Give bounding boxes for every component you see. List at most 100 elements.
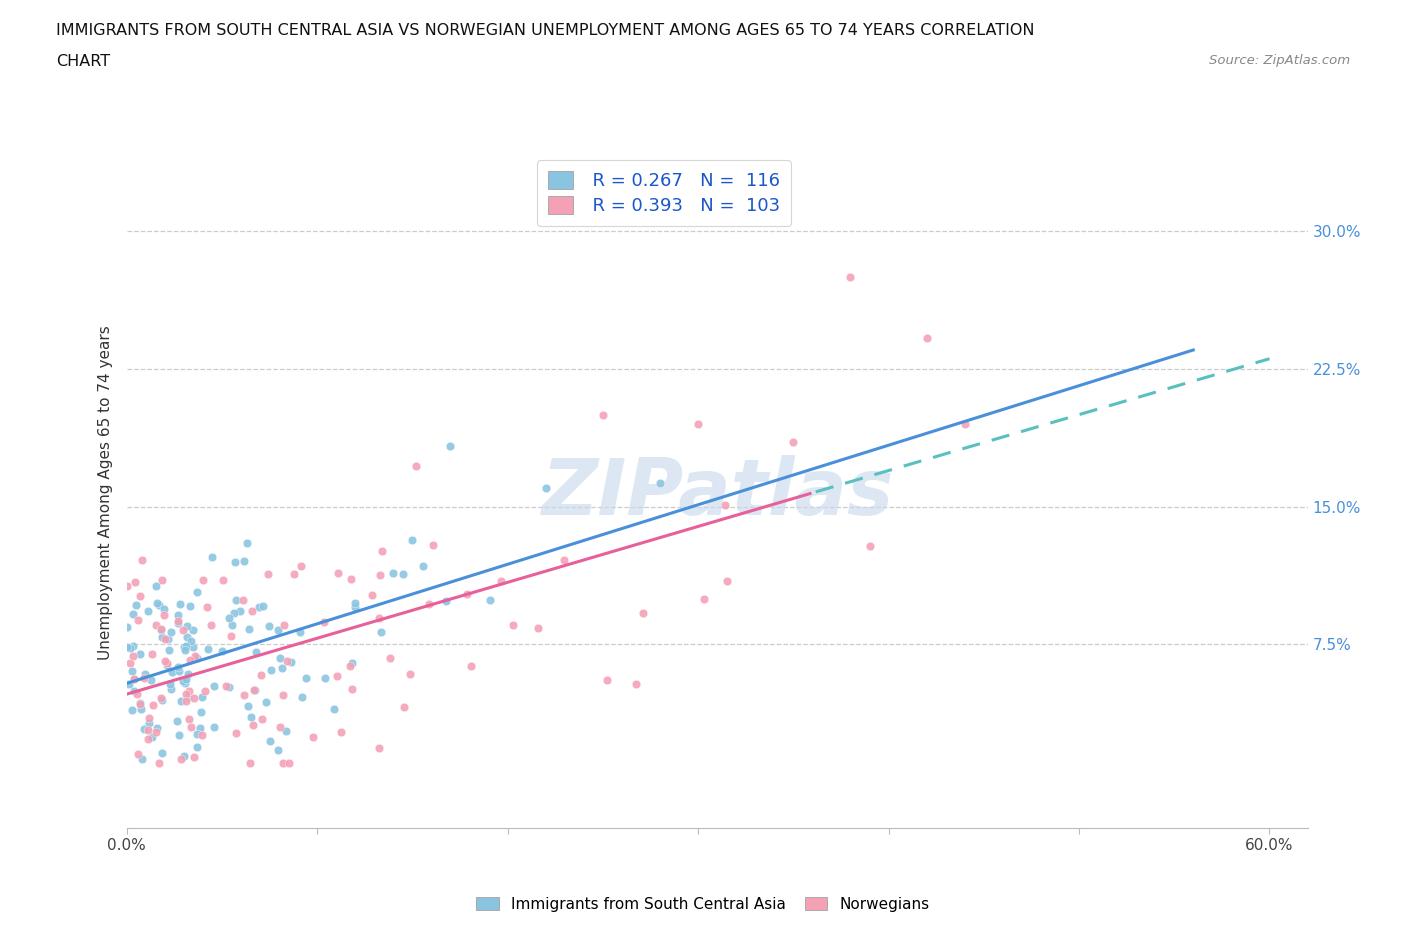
Point — [156, 656, 179, 671]
Point — [132, 721, 155, 736]
Legend: Immigrants from South Central Asia, Norwegians: Immigrants from South Central Asia, Norw… — [470, 890, 936, 918]
Point — [215, 679, 238, 694]
Point — [121, 702, 143, 717]
Point — [243, 683, 266, 698]
Point — [179, 599, 201, 614]
Point — [186, 727, 208, 742]
Point — [953, 417, 976, 432]
Point — [259, 734, 281, 749]
Point — [252, 599, 274, 614]
Point — [221, 618, 243, 632]
Point — [125, 598, 148, 613]
Point — [150, 693, 173, 708]
Point — [150, 630, 173, 644]
Point — [170, 693, 193, 708]
Point — [122, 606, 145, 621]
Point — [269, 651, 291, 666]
Point — [233, 553, 256, 568]
Point — [150, 622, 173, 637]
Point — [153, 607, 176, 622]
Point — [177, 711, 200, 726]
Point — [239, 710, 262, 724]
Point — [181, 640, 204, 655]
Point — [141, 729, 163, 744]
Point — [343, 596, 366, 611]
Point — [502, 618, 524, 632]
Point — [314, 615, 336, 630]
Point — [368, 611, 391, 626]
Point — [456, 586, 478, 601]
Point — [225, 592, 247, 607]
Point — [716, 574, 738, 589]
Point — [146, 720, 169, 735]
Point — [270, 660, 292, 675]
Text: ZIPatlas: ZIPatlas — [541, 455, 893, 531]
Point — [211, 644, 233, 658]
Point — [173, 749, 195, 764]
Point — [371, 543, 394, 558]
Point — [169, 597, 191, 612]
Point — [218, 680, 240, 695]
Point — [200, 618, 222, 632]
Point — [150, 573, 173, 588]
Point — [121, 649, 143, 664]
Point — [149, 691, 172, 706]
Point — [339, 571, 361, 586]
Point — [280, 655, 302, 670]
Point — [169, 728, 191, 743]
Text: IMMIGRANTS FROM SOUTH CENTRAL ASIA VS NORWEGIAN UNEMPLOYMENT AMONG AGES 65 TO 74: IMMIGRANTS FROM SOUTH CENTRAL ASIA VS NO… — [56, 23, 1035, 38]
Point — [202, 719, 225, 734]
Point — [197, 642, 219, 657]
Point — [159, 625, 181, 640]
Point — [134, 667, 156, 682]
Point — [128, 697, 150, 711]
Point — [131, 751, 153, 766]
Point — [136, 731, 159, 746]
Point — [239, 756, 262, 771]
Point — [149, 622, 172, 637]
Point — [157, 643, 180, 658]
Point — [295, 671, 318, 685]
Point — [176, 618, 198, 633]
Text: Source: ZipAtlas.com: Source: ZipAtlas.com — [1209, 54, 1350, 67]
Point — [489, 574, 512, 589]
Point — [479, 593, 502, 608]
Point — [271, 756, 294, 771]
Point — [138, 711, 160, 725]
Point — [782, 435, 804, 450]
Point — [167, 663, 190, 678]
Point — [160, 682, 183, 697]
Point — [326, 669, 349, 684]
Point — [166, 615, 188, 630]
Point — [167, 607, 190, 622]
Point — [138, 716, 160, 731]
Point — [188, 721, 211, 736]
Point — [271, 687, 294, 702]
Point — [201, 550, 224, 565]
Point — [342, 682, 364, 697]
Point — [267, 743, 290, 758]
Point — [202, 678, 225, 693]
Point — [173, 639, 195, 654]
Point — [218, 611, 240, 626]
Point — [291, 690, 314, 705]
Point — [177, 689, 200, 704]
Point — [392, 566, 415, 581]
Point — [191, 690, 214, 705]
Point — [142, 698, 165, 712]
Point — [323, 701, 346, 716]
Point — [222, 605, 245, 620]
Point — [236, 698, 259, 713]
Point — [186, 584, 208, 599]
Point — [301, 729, 323, 744]
Point — [245, 683, 267, 698]
Point — [247, 600, 270, 615]
Point — [172, 623, 194, 638]
Point — [138, 603, 160, 618]
Point — [254, 695, 277, 710]
Point — [129, 647, 152, 662]
Point — [626, 676, 648, 691]
Point — [439, 439, 461, 454]
Point — [134, 671, 156, 685]
Point — [120, 641, 142, 656]
